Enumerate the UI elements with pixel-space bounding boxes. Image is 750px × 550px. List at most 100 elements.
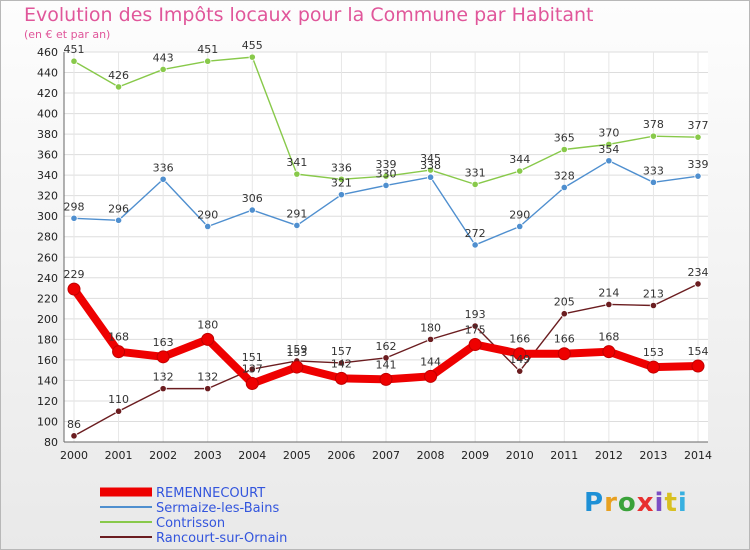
data-label-remennecourt: 142 [331, 357, 352, 370]
data-point-remennecourt [290, 360, 304, 374]
y-tick-label: 100 [37, 415, 58, 428]
data-label-remennecourt: 153 [643, 346, 664, 359]
y-tick-label: 320 [37, 190, 58, 203]
y-tick-label: 260 [37, 251, 58, 264]
x-tick-label: 2009 [461, 449, 489, 462]
data-label-contrisson: 339 [376, 158, 397, 171]
data-point-remennecourt [156, 350, 170, 364]
data-label-contrisson: 336 [331, 161, 352, 174]
data-label-rancourt-sur-ornain: 132 [197, 371, 218, 384]
y-tick-label: 300 [37, 210, 58, 223]
chart-subtitle: (en € et par an) [24, 28, 111, 41]
data-label-sermaize-les-bains: 298 [64, 200, 85, 213]
data-label-rancourt-sur-ornain: 110 [108, 393, 129, 406]
data-point-rancourt-sur-ornain [248, 365, 256, 373]
data-label-contrisson: 365 [554, 132, 575, 145]
data-point-rancourt-sur-ornain [159, 385, 167, 393]
x-tick-label: 2007 [372, 449, 400, 462]
data-label-remennecourt: 168 [108, 331, 129, 344]
y-tick-label: 200 [37, 313, 58, 326]
data-label-remennecourt: 168 [598, 331, 619, 344]
data-point-sermaize-les-bains [337, 191, 346, 199]
logo-letter: i [677, 488, 688, 518]
y-tick-label: 400 [37, 108, 58, 121]
data-point-remennecourt [201, 332, 215, 346]
legend-entry-rancourt-sur-ornain: Rancourt-sur-Ornain [156, 531, 287, 546]
data-point-remennecourt [67, 282, 81, 296]
y-tick-label: 440 [37, 67, 58, 80]
y-tick-label: 420 [37, 87, 58, 100]
x-tick-label: 2004 [238, 449, 266, 462]
y-tick-label: 360 [37, 149, 58, 162]
data-point-remennecourt [513, 347, 527, 361]
data-label-sermaize-les-bains: 339 [688, 158, 709, 171]
logo-letter: t [664, 488, 678, 518]
data-point-contrisson [649, 132, 658, 140]
data-label-contrisson: 331 [465, 166, 486, 179]
data-label-sermaize-les-bains: 272 [465, 227, 486, 240]
data-label-sermaize-les-bains: 290 [509, 208, 530, 221]
data-point-contrisson [694, 133, 702, 141]
data-point-remennecourt [379, 372, 393, 386]
data-point-sermaize-les-bains [471, 241, 479, 249]
data-label-remennecourt: 141 [376, 358, 397, 371]
logo-letter: o [617, 488, 637, 518]
data-label-rancourt-sur-ornain: 162 [376, 340, 397, 353]
data-label-rancourt-sur-ornain: 149 [509, 353, 530, 366]
data-point-sermaize-les-bains [159, 175, 167, 183]
data-label-rancourt-sur-ornain: 193 [465, 308, 486, 321]
data-label-remennecourt: 154 [688, 345, 709, 358]
logo-letter: P [584, 488, 605, 518]
data-point-remennecourt [602, 345, 616, 359]
data-label-rancourt-sur-ornain: 234 [688, 266, 709, 279]
data-point-contrisson [426, 166, 435, 174]
data-label-contrisson: 426 [108, 69, 129, 82]
data-point-contrisson [516, 167, 524, 175]
data-label-sermaize-les-bains: 330 [376, 167, 397, 180]
data-label-sermaize-les-bains: 333 [643, 164, 664, 177]
data-point-rancourt-sur-ornain [204, 385, 212, 393]
legend: REMENNECOURTSermaize-les-BainsContrisson… [100, 486, 287, 546]
data-label-contrisson: 370 [598, 126, 619, 139]
data-point-remennecourt [691, 359, 705, 373]
x-tick-label: 2002 [149, 449, 177, 462]
data-label-contrisson: 378 [643, 118, 664, 131]
data-point-rancourt-sur-ornain [605, 300, 613, 309]
x-tick-label: 2008 [417, 449, 445, 462]
data-point-sermaize-les-bains [114, 216, 123, 224]
data-label-remennecourt: 137 [242, 363, 263, 376]
data-point-contrisson [471, 180, 479, 188]
data-point-rancourt-sur-ornain [649, 301, 658, 310]
data-point-sermaize-les-bains [694, 172, 702, 180]
x-tick-label: 2001 [105, 449, 133, 462]
data-point-contrisson [293, 170, 301, 178]
data-label-rancourt-sur-ornain: 205 [554, 296, 575, 309]
data-point-sermaize-les-bains [293, 221, 301, 230]
data-point-sermaize-les-bains [382, 181, 390, 190]
data-point-contrisson [114, 83, 123, 91]
data-point-contrisson [248, 53, 256, 61]
data-label-sermaize-les-bains: 296 [108, 202, 129, 215]
data-label-rancourt-sur-ornain: 86 [67, 418, 81, 431]
data-point-remennecourt [334, 371, 348, 385]
data-label-rancourt-sur-ornain: 213 [643, 288, 664, 301]
data-point-contrisson [337, 175, 346, 183]
data-point-sermaize-les-bains [426, 173, 435, 181]
x-tick-label: 2012 [595, 449, 623, 462]
proxiti-logo: Proxiti [584, 488, 688, 518]
data-point-rancourt-sur-ornain [70, 432, 78, 440]
logo-letter: i [654, 488, 665, 518]
data-point-sermaize-les-bains [649, 178, 658, 186]
data-point-contrisson [159, 65, 167, 74]
data-point-rancourt-sur-ornain [426, 335, 435, 343]
data-point-sermaize-les-bains [204, 222, 212, 231]
legend-entry-contrisson: Contrisson [156, 516, 225, 531]
data-point-rancourt-sur-ornain [560, 310, 568, 318]
data-point-contrisson [204, 57, 212, 65]
data-point-remennecourt [245, 377, 259, 390]
data-label-remennecourt: 166 [554, 333, 575, 346]
data-point-remennecourt [646, 360, 660, 374]
data-label-contrisson: 451 [197, 43, 218, 56]
data-label-rancourt-sur-ornain: 132 [153, 371, 174, 384]
